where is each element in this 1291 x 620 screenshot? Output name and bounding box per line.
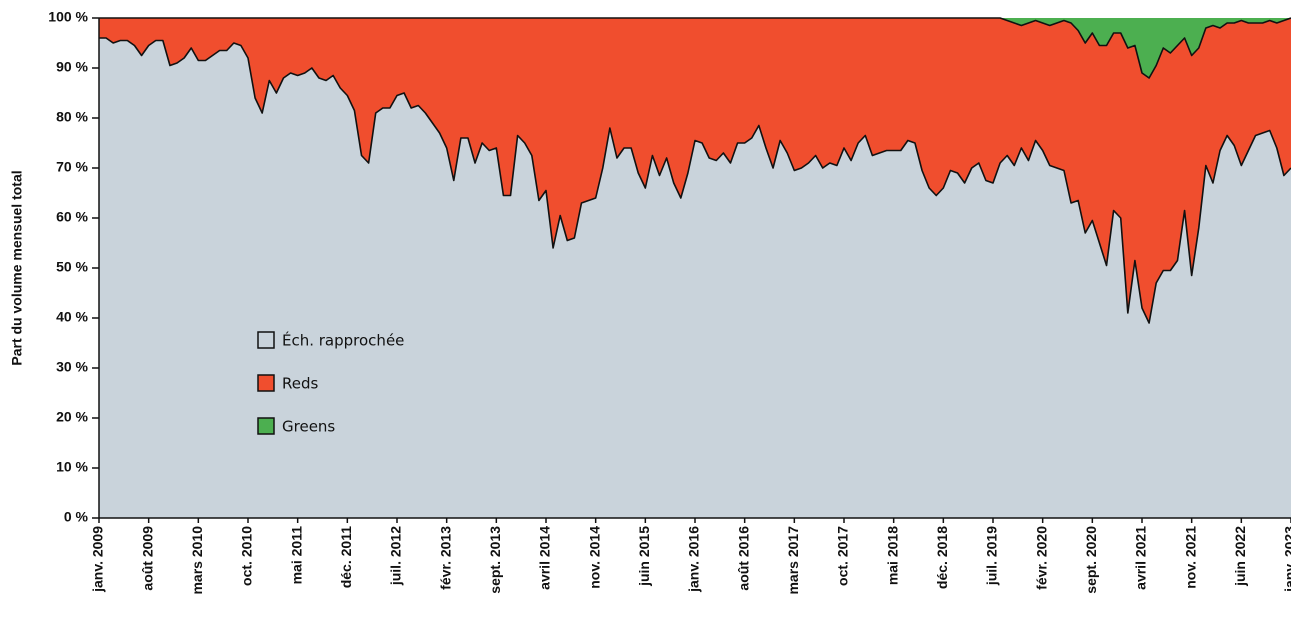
y-tick-label: 60 % [56,209,88,225]
x-tick-label: août 2016 [735,526,751,591]
x-tick-label: juil. 2019 [984,526,1000,586]
area [99,38,1291,518]
x-tick-label: mars 2017 [785,526,801,595]
legend-label: Greens [282,418,335,436]
x-tick-label: sept. 2013 [487,526,503,594]
x-tick-label: déc. 2018 [934,526,950,589]
x-tick-label: nov. 2021 [1182,526,1198,589]
x-tick-label: août 2009 [139,526,155,591]
y-tick-label: 80 % [56,109,88,125]
x-tick-label: nov. 2014 [586,526,602,589]
legend-swatch [257,374,275,392]
x-tick-label: janv. 2016 [686,526,702,593]
legend-swatch [257,331,275,349]
y-tick-label: 90 % [56,59,88,75]
legend-label: Éch. rapprochée [282,331,404,350]
x-tick-label: juin 2022 [1232,526,1248,587]
legend-label: Reds [282,375,318,393]
area [99,18,1291,323]
x-tick-label: oct. 2010 [239,526,255,586]
x-tick-label: janv. 2009 [90,526,106,593]
y-tick-label: 40 % [56,309,88,325]
y-axis-label: Part du volume mensuel total [9,170,25,365]
x-tick-label: mai 2011 [288,526,304,585]
y-tick-label: 70 % [56,159,88,175]
y-tick-label: 10 % [56,459,88,475]
x-tick-label: févr. 2013 [437,526,453,590]
x-tick-label: févr. 2020 [1033,526,1049,590]
x-tick-label: mai 2018 [884,526,900,585]
y-tick-label: 0 % [64,509,89,525]
x-tick-label: déc. 2011 [338,526,354,588]
area-edge [99,17,1291,79]
x-tick-label: juin 2015 [636,526,652,587]
x-tick-label: sept. 2020 [1083,526,1099,594]
area [99,18,1291,78]
x-tick-label: avril 2021 [1133,526,1149,590]
x-tick-label: janv. 2023 [1282,526,1291,593]
legend-swatch [257,417,275,435]
x-tick-label: oct. 2017 [835,526,851,586]
y-tick-label: 30 % [56,359,88,375]
y-tick-label: 20 % [56,409,88,425]
x-tick-label: juil. 2012 [388,526,404,586]
x-tick-label: avril 2014 [537,526,553,590]
area-edge [99,37,1291,324]
y-tick-label: 100 % [48,9,88,25]
x-tick-label: mars 2010 [189,526,205,595]
y-tick-label: 50 % [56,259,88,275]
